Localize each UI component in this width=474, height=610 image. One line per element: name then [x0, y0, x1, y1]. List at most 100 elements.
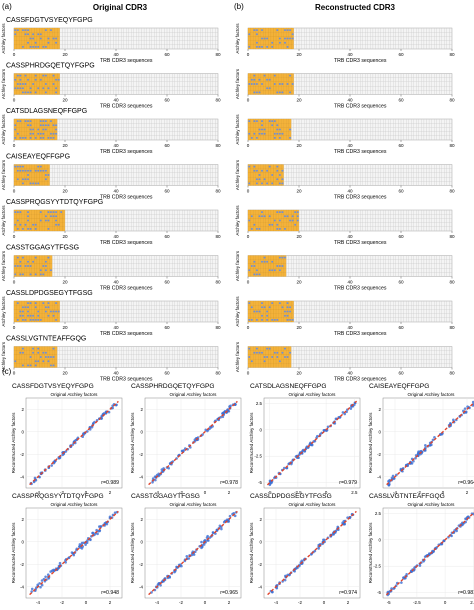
heatmap-cell-mark: [21, 256, 24, 259]
heatmap-cell: [19, 127, 22, 132]
heatmap-cell: [275, 32, 279, 37]
heatmap-cell: [13, 118, 17, 124]
heatmap-cell-mark: [21, 318, 24, 321]
heatmap-cell: [281, 77, 284, 82]
heatmap-cell: [250, 172, 254, 178]
heatmap-cell: [34, 354, 38, 360]
heatmap-cell: [36, 73, 40, 78]
heatmap-cell: [268, 127, 272, 132]
heatmap-cell-mark: [49, 211, 52, 214]
heatmap-cell: [36, 77, 40, 82]
heatmap-cell: [19, 359, 22, 364]
heatmap-cell-mark: [276, 132, 279, 135]
heatmap-cell: [255, 73, 259, 78]
heatmap-x-tick-label: 20: [296, 98, 302, 103]
heatmap-cell: [41, 305, 45, 310]
heatmap-cell: [39, 226, 43, 232]
heatmap-cell-mark: [276, 128, 279, 131]
heatmap-cell: [268, 172, 272, 178]
heatmap-cell: [16, 40, 20, 45]
heatmap-cell-mark: [32, 83, 35, 85]
heatmap-cell: [24, 181, 27, 186]
heatmap-cell: [36, 118, 40, 124]
heatmap-cell-mark: [34, 169, 37, 172]
heatmap-cell: [19, 268, 22, 273]
heatmap-cell: [19, 363, 22, 368]
heatmap-cell: [255, 127, 259, 132]
heatmap-cell-mark: [34, 45, 37, 48]
heatmap-cell: [41, 164, 45, 169]
heatmap-cell-mark: [34, 91, 37, 94]
heatmap-cell: [44, 209, 48, 215]
heatmap-cell-mark: [42, 136, 45, 139]
heatmap-cell: [283, 32, 287, 37]
heatmap-cell-mark: [55, 87, 58, 90]
heatmap-cell: [39, 255, 43, 260]
heatmap-cell: [258, 36, 261, 41]
heatmap-ylabel: Atchley factors: [1, 114, 6, 145]
heatmap-cell: [24, 346, 27, 351]
heatmap-x-tick-label: 0: [247, 143, 250, 148]
heatmap-cell: [31, 85, 35, 91]
heatmap-cell: [31, 263, 35, 269]
heatmap-cell: [31, 172, 35, 178]
heatmap-cell: [62, 218, 66, 223]
heatmap-cell: [47, 90, 50, 95]
heatmap-x-tick-label: 0: [247, 52, 250, 57]
heatmap-cell: [44, 255, 48, 260]
heatmap-cell: [273, 181, 277, 186]
heatmap-cell: [26, 359, 30, 364]
heatmap-cell: [258, 164, 261, 169]
heatmap-cell: [265, 32, 269, 37]
heatmap-cell-mark: [44, 351, 47, 354]
heatmap-cell: [31, 226, 35, 232]
heatmap-cell: [36, 135, 40, 141]
heatmap-cell: [54, 350, 58, 356]
heatmap-x-tick-label: 0: [13, 234, 16, 239]
heatmap-x-tick-label: 40: [113, 52, 119, 57]
heatmap-cell: [49, 350, 53, 356]
heatmap-cell: [13, 305, 17, 310]
heatmap-cell-mark: [250, 136, 253, 139]
heatmap-cell: [265, 135, 269, 141]
heatmap-x-tick-label: 80: [215, 325, 221, 330]
heatmap-cell: [41, 172, 45, 178]
heatmap-cell: [286, 32, 289, 37]
heatmap-cell-mark: [19, 351, 22, 354]
heatmap-cell: [47, 350, 50, 356]
heatmap-cell: [26, 350, 30, 356]
heatmap-cell: [34, 36, 38, 41]
heatmap-cell: [26, 255, 30, 260]
heatmap-cell-mark: [55, 310, 58, 313]
heatmap-cell-mark: [21, 273, 24, 276]
heatmap-cell: [34, 177, 38, 182]
heatmap-cell-mark: [248, 165, 251, 168]
heatmap-cell: [273, 44, 277, 50]
heatmap-cell: [286, 127, 289, 132]
heatmap-cell-mark: [14, 87, 17, 90]
heatmap-cell: [39, 305, 43, 310]
heatmap-cell: [21, 209, 25, 215]
heatmap-cell-mark: [39, 33, 42, 36]
heatmap-cell: [13, 255, 17, 260]
heatmap-cell: [250, 164, 254, 169]
heatmap-cell: [31, 135, 35, 141]
heatmap-cell: [270, 36, 274, 41]
heatmap-cell: [41, 313, 45, 318]
heatmap-cell: [263, 40, 266, 45]
heatmap-cell-mark: [255, 83, 258, 85]
heatmap-x-tick-label: 60: [164, 98, 170, 103]
heatmap-cell: [283, 44, 287, 50]
heatmap-cell: [34, 268, 38, 273]
heatmap-cell-mark: [14, 265, 17, 267]
heatmap-x-tick-label: 20: [62, 234, 68, 239]
heatmap-x-tick-label: 80: [449, 52, 455, 57]
heatmap-cell: [36, 27, 40, 33]
heatmap-cell-mark: [24, 136, 27, 139]
heatmap-cell-mark: [44, 306, 47, 309]
heatmap-ylabel: Atchley factors: [1, 296, 6, 327]
heatmap-cell: [19, 172, 22, 178]
heatmap-ylabel: Atchley factors: [1, 250, 6, 281]
heatmap-cell: [13, 168, 17, 173]
heatmap-x-tick-label: 20: [62, 98, 68, 103]
